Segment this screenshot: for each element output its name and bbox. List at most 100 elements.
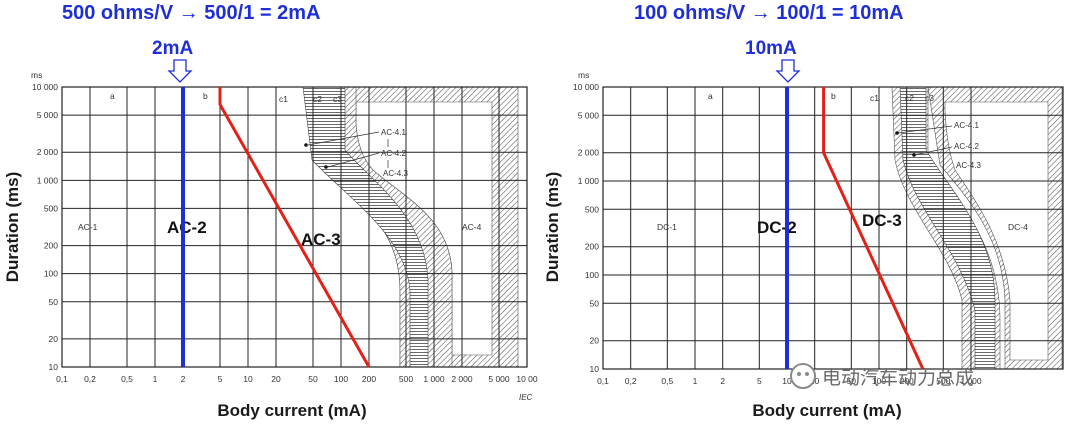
chart-dc-subzone-1-leader (897, 125, 953, 134)
chart-ac-y-axis-label: Duration (ms) (3, 172, 22, 283)
chart-dc-marker-label: 10mA (745, 38, 797, 59)
chart-dc-y-tick-label: 5 000 (578, 110, 600, 120)
chart-dc-y-tick-label: 100 (585, 270, 599, 280)
chart-dc-x-axis-label: Body current (mA) (752, 401, 901, 420)
chart-dc-x-tick-label: 100 (872, 376, 886, 386)
chart-ac-curve-a-label: a (110, 91, 115, 101)
chart-dc-subzone-1-label: AC-4.1 (954, 121, 979, 130)
chart-dc-x-tick-label: 50 (847, 376, 857, 386)
chart-dc-y-tick-label: 2 000 (578, 148, 600, 158)
chart-ac-subzone-1-label: AC-4.1 (381, 128, 406, 137)
chart-dc-zone-3-label: DC-3 (862, 211, 902, 230)
chart-ac-source-note: IEC (519, 393, 533, 402)
chart-ac-curve-c1-label: c1 (279, 94, 288, 104)
chart-dc-zone-1-label: DC-1 (657, 222, 677, 232)
chart-ac-y-unit: ms (31, 70, 42, 80)
watermark-text: 电动汽车动力总成 (822, 367, 974, 389)
chart-dc-curve-c3-label: c3 (925, 93, 934, 103)
chart-dc-subzone-3-label: AC-4.3 (956, 161, 981, 170)
watermark: 电动汽车动力总成 (790, 363, 974, 389)
chart-ac-x-tick-label: 0,5 (121, 374, 133, 384)
chart-ac-x-tick-label: 1 000 (423, 374, 445, 384)
chart-ac-x-tick-label: 0,1 (56, 374, 68, 384)
chart-ac-subzone-2-label: AC-4.2 (381, 149, 406, 158)
chart-ac-x-tick-label: 0,2 (84, 374, 96, 384)
chart-ac-subzone-3-label: AC-4.3 (383, 169, 408, 178)
chart-ac-subzone-1-leader (307, 131, 380, 146)
chart-dc-subzone-1-dot (895, 131, 899, 135)
chart-dc-x-tick-label: 0,5 (661, 376, 673, 386)
chart-ac-zone-3-label: AC-3 (301, 230, 341, 249)
chart-ac-zone-4-label: AC-4 (462, 222, 482, 232)
chart-dc-y-tick-label: 10 (590, 364, 600, 374)
chart-dc-y-unit: ms (578, 70, 589, 80)
chart-ac-subzone-2-dot (324, 165, 328, 169)
chart-ac-title: 500 ohms/V → 500/1 = 2mA (62, 2, 320, 24)
chart-dc-subzone-2-label: AC-4.2 (954, 142, 979, 151)
chart-dc-plot-frame (602, 86, 1064, 370)
chart-dc-y-axis-label: Duration (ms) (543, 172, 562, 283)
chart-ac-zone-1-label: AC-1 (78, 222, 98, 232)
chart-dc-x-tick-label: 5 (757, 376, 762, 386)
chart-ac-zone-2-label: AC-2 (167, 218, 207, 237)
chart-dc-zone-4-label: DC-4 (1008, 222, 1028, 232)
chart-ac-x-tick-label: 10 00 (516, 374, 538, 384)
chart-ac-curve-c3-label: c3 (333, 94, 342, 104)
chart-dc-curve-b-line (822, 87, 925, 370)
chart-dc-x-tick-label: 500 (936, 376, 950, 386)
chart-dc-y-tick-label: 50 (590, 298, 600, 308)
chart-dc-y-tick-label: 10 000 (573, 82, 599, 92)
chart-ac-curve-b-line (218, 87, 371, 368)
chart-ac-x-tick-label: 50 (308, 374, 318, 384)
chart-ac-y-tick-label: 10 (49, 362, 59, 372)
watermark-logo-eye-left (797, 372, 801, 376)
chart-ac-x-tick-label: 2 000 (451, 374, 473, 384)
chart-ac-y-tick-label: 5 000 (37, 110, 59, 120)
chart-ac-marker-arrow-icon (167, 59, 193, 83)
chart-dc-c-band (899, 87, 996, 369)
chart-ac-y-tick-label: 500 (44, 203, 58, 213)
chart-ac-x-tick-label: 100 (334, 374, 348, 384)
chart-dc-x-tick-label: 10 (782, 376, 792, 386)
chart-ac-x-tick-label: 5 000 (488, 374, 510, 384)
chart-dc-x-tick-label: 1 000 (960, 376, 982, 386)
watermark-logo-icon (790, 363, 816, 389)
chart-dc-subzone-2-leader (914, 146, 953, 156)
chart-ac-x-tick-label: 200 (362, 374, 376, 384)
chart-ac-y-tick-label: 2 000 (37, 147, 59, 157)
chart-dc-curve-c1-label: c1 (870, 93, 879, 103)
chart-dc-y-tick-label: 20 (590, 336, 600, 346)
chart-ac-x-tick-label: 500 (399, 374, 413, 384)
chart-ac-y-tick-label: 10 000 (32, 82, 58, 92)
chart-ac: 500 ohms/V → 500/1 = 2mA 2mA 0,1 0,2 0,5 1 2… (3, 2, 538, 420)
chart-ac-x-tick-label: 2 (181, 374, 186, 384)
chart-dc-curve-a-label: a (708, 91, 713, 101)
chart-ac-y-tick-label: 200 (44, 241, 58, 251)
chart-dc-curve-b-label: b (831, 91, 836, 101)
chart-dc-title: 100 ohms/V → 100/1 = 10mA (634, 2, 904, 24)
chart-dc-x-tick-label: 200 (900, 376, 914, 386)
chart-ac-x-axis-label: Body current (mA) (217, 401, 366, 420)
chart-ac-y-tick-label: 20 (49, 334, 59, 344)
chart-ac-y-tick-label: 100 (44, 269, 58, 279)
chart-dc-x-tick-label: 1 (693, 376, 698, 386)
chart-ac-plot-frame (61, 86, 528, 368)
chart-dc-subzone-2-dot (912, 153, 916, 157)
chart-ac-subzone-2-leader (327, 152, 380, 168)
chart-dc-curve-c2-label: c2 (905, 93, 914, 103)
chart-ac-x-tick-label: 20 (271, 374, 281, 384)
chart-dc-zone-2-label: DC-2 (757, 218, 797, 237)
chart-ac-curve-b-label: b (203, 91, 208, 101)
chart-ac-c-band (302, 87, 429, 367)
chart-ac-y-tick-label: 50 (49, 297, 59, 307)
chart-ac-y-tick-label: 1 000 (37, 175, 59, 185)
chart-dc-x-tick-label: 0,1 (597, 376, 609, 386)
chart-dc-y-tick-label: 200 (585, 242, 599, 252)
chart-ac-subzone-1-dot (304, 143, 308, 147)
chart-ac-x-tick-label: 5 (218, 374, 223, 384)
chart-ac-x-tick-label: 1 (153, 374, 158, 384)
chart-ac-curve-c2-label: c2 (313, 94, 322, 104)
chart-dc: 100 ohms/V → 100/1 = 10mA 10mA 0,1 0,2 0,5… (543, 2, 1064, 420)
chart-ac-ticks: 0,1 0,2 0,5 1 2 5 10 20 50 100 200 500 1 000 2 000 5 0… (32, 82, 538, 384)
